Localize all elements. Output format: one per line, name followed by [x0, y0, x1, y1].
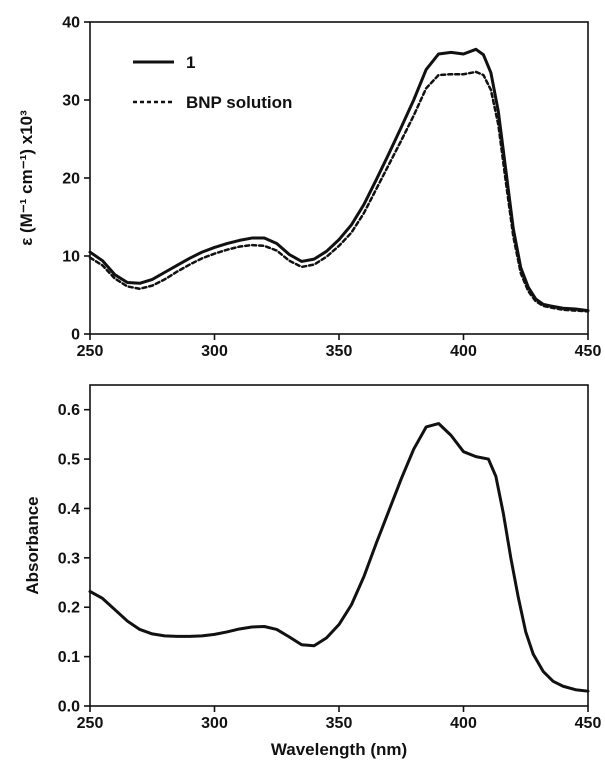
- y-tick-label: 0.2: [58, 600, 80, 617]
- y-tick-label: 0.0: [58, 699, 80, 716]
- x-tick-label: 300: [201, 715, 228, 732]
- x-tick-label: 300: [201, 343, 228, 360]
- y-tick-label: 0.3: [58, 550, 80, 567]
- y-tick-label: 20: [62, 171, 80, 188]
- x-tick-label: 250: [77, 715, 104, 732]
- series-line-1: [88, 47, 590, 313]
- x-tick-label: 350: [326, 715, 353, 732]
- top-y-axis-label: ε (M⁻¹ cm⁻¹) x10³: [17, 110, 36, 246]
- x-tick-label: 450: [575, 343, 602, 360]
- legend-label-bnp-solution: BNP solution: [186, 93, 292, 112]
- legend-label-1: 1: [186, 53, 195, 72]
- x-tick-label: 250: [77, 343, 104, 360]
- top-series: [88, 47, 590, 313]
- bottom-chart-panel: 250 300 350 400 450 0.0 0.1 0.2 0.3 0.4 0.5 0.6 Abs…: [23, 384, 602, 759]
- absorbance-line: [88, 422, 590, 693]
- y-tick-label: 0.4: [58, 501, 80, 518]
- top-plot-frame: [89, 21, 589, 335]
- x-tick-label: 400: [450, 343, 477, 360]
- top-chart-panel: 250 300 350 400 450 0 10 20 30 40 ε (M⁻¹ cm⁻¹) x1…: [17, 15, 601, 361]
- y-tick-label: 0.6: [58, 402, 80, 419]
- legend: 1 BNP solution: [133, 53, 292, 112]
- x-tick-label: 450: [575, 715, 602, 732]
- y-tick-label: 10: [62, 249, 80, 266]
- bottom-series: [88, 422, 590, 693]
- y-tick-label: 0: [71, 327, 80, 344]
- y-tick-label: 40: [62, 15, 80, 32]
- bottom-plot-frame: [89, 384, 589, 707]
- y-tick-label: 30: [62, 93, 80, 110]
- x-tick-label: 350: [326, 343, 353, 360]
- bottom-y-axis-label: Absorbance: [23, 496, 42, 594]
- x-axis-label: Wavelength (nm): [271, 740, 407, 759]
- series-line-bnp-solution: [88, 70, 590, 313]
- y-tick-label: 0.1: [58, 649, 80, 666]
- top-axis-ticks: 250 300 350 400 450 0 10 20 30 40: [62, 15, 601, 361]
- y-tick-label: 0.5: [58, 452, 80, 469]
- bottom-axis-ticks: 250 300 350 400 450 0.0 0.1 0.2 0.3 0.4 0.5 0.6: [58, 402, 602, 732]
- x-tick-label: 400: [450, 715, 477, 732]
